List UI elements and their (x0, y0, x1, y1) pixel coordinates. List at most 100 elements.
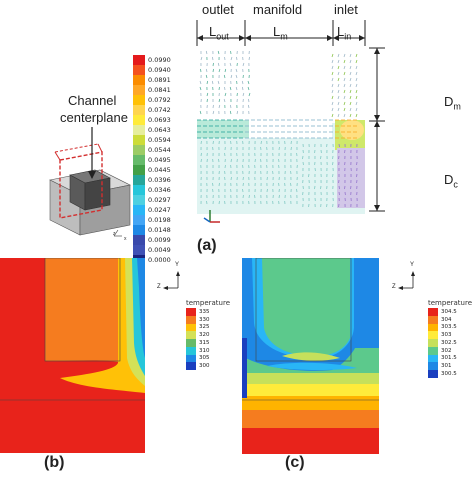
velocity-vector (248, 92, 251, 97)
axis-y-b: Y (175, 262, 180, 268)
dimension-lines (196, 20, 385, 212)
legend-b-entry: 300 (186, 362, 210, 370)
colorbar-a-entry: 0.0247 (133, 205, 171, 215)
velocity-vector (355, 65, 358, 70)
velocity-vector (355, 83, 358, 88)
axes-triad-a (203, 210, 220, 223)
colorbar-a-swatch (133, 135, 145, 145)
velocity-vector (337, 77, 340, 82)
colorbar-a-entry: 0.0594 (133, 135, 171, 145)
axis-z-b: Z (157, 284, 161, 290)
colorbar-a-value: 0.0940 (148, 66, 171, 74)
velocity-vector (349, 65, 352, 70)
velocity-vector (343, 107, 346, 112)
velocity-vector (331, 77, 334, 82)
legend-c-value: 301 (441, 363, 452, 370)
panel-b: (b) (0, 258, 160, 481)
colorbar-a-value: 0.0099 (148, 236, 171, 244)
legend-b-entry: 310 (186, 346, 210, 355)
legend-c-swatch (428, 323, 438, 332)
velocity-vector (349, 71, 352, 76)
legend-c-swatch (428, 362, 438, 370)
velocity-vector (331, 53, 334, 58)
velocity-vector (355, 89, 358, 94)
velocity-vector (229, 110, 232, 115)
sketch-axis-z: z (113, 231, 116, 237)
legend-b-entry: 315 (186, 339, 210, 347)
velocity-vector (337, 101, 340, 106)
velocity-vector (355, 101, 358, 106)
panel-b-label: (b) (44, 454, 65, 471)
velocity-vector (230, 74, 233, 79)
velocity-vector (229, 86, 232, 91)
panel-c: (c) (242, 258, 390, 481)
dim-d-c: Dc (444, 172, 458, 190)
colorbar-a-value: 0.0891 (148, 76, 171, 84)
velocity-vector (343, 101, 346, 106)
colorbar-a-swatch (133, 165, 145, 175)
colorbar-a: 0.0990 0.0940 0.0891 0.0841 0.0792 0.0742 0.06… (133, 55, 171, 265)
velocity-vector (355, 113, 358, 118)
velocity-vector (206, 80, 209, 85)
velocity-vector (343, 89, 346, 94)
legend-c-value: 304 (441, 316, 452, 323)
legend-b-swatch (186, 346, 196, 355)
colorbar-a-entry: 0.0792 (133, 95, 171, 105)
colorbar-a-entry: 0.0495 (133, 155, 171, 165)
colorbar-a-entry: 0.0297 (133, 195, 171, 205)
colorbar-a-swatch (133, 195, 145, 205)
dim-l-in: Lin (337, 24, 352, 42)
colorbar-a-value: 0.0643 (148, 126, 171, 134)
legend-c-swatch (428, 346, 438, 355)
velocity-vector (230, 56, 233, 61)
velocity-vector (337, 107, 340, 112)
colorbar-a-entry: 0.0049 (133, 245, 171, 255)
legend-c-swatch (428, 339, 438, 347)
velocity-vector (247, 80, 250, 85)
legend-b-swatch (186, 308, 196, 316)
temperature-field-c (242, 258, 379, 454)
velocity-vector (331, 59, 334, 64)
colorbar-a-value: 0.0396 (148, 176, 171, 184)
colorbar-a-value: 0.0742 (148, 106, 171, 114)
colorbar-a-entry: 0.0198 (133, 215, 171, 225)
colorbar-a-entry: 0.0544 (133, 145, 171, 155)
velocity-vector (331, 71, 334, 76)
velocity-vector (349, 59, 352, 64)
panel-c-label: (c) (285, 454, 305, 471)
colorbar-a-value: 0.0990 (148, 56, 171, 64)
legend-b-entry: 330 (186, 315, 210, 324)
colorbar-a-entry: 0.0841 (133, 85, 171, 95)
velocity-vector (355, 77, 358, 82)
velocity-vector (218, 98, 221, 103)
legend-c-swatch (428, 370, 438, 378)
velocity-vector (349, 107, 352, 112)
legend-b-swatch (186, 323, 196, 332)
legend-c-entry: 302 (428, 346, 457, 355)
legend-c-swatch (428, 308, 438, 316)
channel-label-line1: Channel (68, 93, 117, 108)
legend-c-entry: 303.5 (428, 323, 457, 332)
velocity-vector (199, 86, 202, 91)
channel-label-pointer (88, 127, 96, 179)
legend-c-entry: 302.5 (428, 339, 457, 347)
colorbar-a-swatch (133, 205, 145, 215)
velocity-vector (355, 59, 358, 64)
velocity-vector (331, 95, 334, 100)
label-outlet: outlet (202, 2, 234, 17)
velocity-vector (224, 68, 227, 73)
colorbar-a-value: 0.0693 (148, 116, 171, 124)
legend-b-entry: 325 (186, 323, 210, 332)
velocity-vector (206, 92, 209, 97)
velocity-vector (206, 98, 208, 103)
velocity-vector (229, 62, 232, 67)
legend-c-value: 303.5 (441, 324, 457, 331)
velocity-vector (205, 74, 208, 79)
axes-triad-c (398, 271, 415, 290)
legend-c-swatch (428, 354, 438, 363)
velocity-vector (247, 104, 250, 109)
velocity-vector (211, 56, 214, 61)
velocity-vector (337, 89, 340, 94)
velocity-vector (331, 65, 334, 70)
legend-c-entry: 301.5 (428, 354, 457, 363)
